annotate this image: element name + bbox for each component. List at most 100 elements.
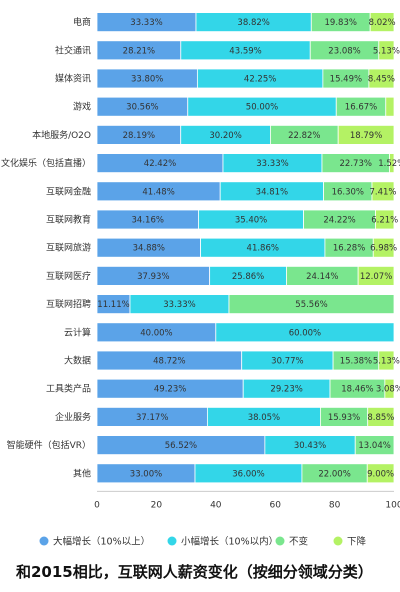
category-label: 工具类产品 xyxy=(46,383,91,395)
bar-segment xyxy=(215,322,395,343)
bar-segment xyxy=(372,237,395,258)
legend-marker xyxy=(167,536,177,546)
category-label: 游戏 xyxy=(73,101,91,113)
chart-title: 和2015相比，互联网人薪资变化（按细分领域分类） xyxy=(16,563,373,581)
legend-marker xyxy=(333,536,343,546)
bar-segment xyxy=(378,40,395,61)
category-label: 媒体资讯 xyxy=(55,73,91,85)
legend-label: 大幅增长（10%以上） xyxy=(53,536,150,548)
x-tick-label: 0 xyxy=(94,500,100,510)
data-label: 3.08% xyxy=(376,385,400,395)
data-label: 15.49% xyxy=(330,75,362,85)
data-label: 1.52% xyxy=(378,159,400,169)
data-label: 8.02% xyxy=(369,18,396,28)
data-label: 23.08% xyxy=(328,46,360,56)
x-tick-label: 20 xyxy=(151,500,163,510)
category-label: 本地服务/O2O xyxy=(32,129,91,141)
data-label: 11.11% xyxy=(97,300,129,310)
legend-label: 下降 xyxy=(347,536,367,548)
bar-segment xyxy=(369,12,395,33)
bar-segment xyxy=(385,96,395,117)
data-label: 5.13% xyxy=(373,357,400,367)
data-label: 15.38% xyxy=(340,357,372,367)
data-label: 60.00% xyxy=(289,328,321,338)
category-label: 互联网金融 xyxy=(46,185,91,197)
data-label: 30.77% xyxy=(271,357,303,367)
bar-segment xyxy=(337,125,395,145)
data-label: 49.23% xyxy=(154,385,186,395)
category-label: 互联网招聘 xyxy=(46,298,91,310)
category-label: 电商 xyxy=(73,16,91,28)
data-label: 43.59% xyxy=(229,46,261,56)
data-label: 12.07% xyxy=(360,272,392,282)
data-label: 24.14% xyxy=(306,272,338,282)
data-label: 16.67% xyxy=(345,103,377,113)
data-label: 34.81% xyxy=(256,187,288,197)
data-label: 15.93% xyxy=(328,413,360,423)
category-label: 大数据 xyxy=(64,355,91,367)
bar-segment xyxy=(354,435,395,456)
bar-segment xyxy=(366,463,395,484)
x-tick-label: 80 xyxy=(329,500,341,510)
category-label: 社交通讯 xyxy=(55,44,91,56)
category-label: 其他 xyxy=(73,467,91,479)
category-label: 智能硬件（包括VR） xyxy=(7,439,91,451)
data-label: 42.25% xyxy=(244,75,276,85)
category-label: 企业服务 xyxy=(55,411,91,423)
data-label: 41.48% xyxy=(142,187,174,197)
data-label: 25.86% xyxy=(232,272,264,282)
data-label: 48.72% xyxy=(153,357,185,367)
legend-label: 小幅增长（10%以内） xyxy=(181,536,278,548)
data-label: 9.00% xyxy=(367,469,394,479)
category-label: 互联网医疗 xyxy=(46,270,91,282)
bar-segment xyxy=(368,68,395,89)
data-label: 22.82% xyxy=(288,131,320,141)
data-label: 33.00% xyxy=(130,469,162,479)
category-label: 云计算 xyxy=(64,326,91,338)
data-label: 24.22% xyxy=(323,216,355,226)
data-label: 55.56% xyxy=(295,300,327,310)
data-label: 38.05% xyxy=(248,413,280,423)
data-label: 16.28% xyxy=(333,244,365,254)
data-label: 16.30% xyxy=(332,187,364,197)
data-label: 29.23% xyxy=(270,385,302,395)
bar-segment xyxy=(371,181,395,202)
data-label: 18.46% xyxy=(341,385,373,395)
x-tick-label: 40 xyxy=(210,500,222,510)
data-label: 13.04% xyxy=(358,441,390,451)
data-label: 37.93% xyxy=(137,272,169,282)
data-label: 40.00% xyxy=(140,328,172,338)
data-label: 36.00% xyxy=(232,469,264,479)
data-label: 33.80% xyxy=(131,75,163,85)
legend-marker xyxy=(39,536,49,546)
data-label: 8.45% xyxy=(368,75,395,85)
bar-segment xyxy=(375,209,395,230)
data-label: 22.73% xyxy=(340,159,372,169)
category-label: 互联网旅游 xyxy=(46,242,91,254)
data-label: 5.13% xyxy=(373,46,400,56)
data-label: 19.83% xyxy=(325,18,357,28)
x-tick-label: 60 xyxy=(269,500,281,510)
data-label: 37.17% xyxy=(136,413,168,423)
data-label: 30.56% xyxy=(126,103,158,113)
data-label: 7.41% xyxy=(369,187,396,197)
data-label: 56.52% xyxy=(165,441,197,451)
legend-marker xyxy=(275,536,285,546)
data-label: 30.20% xyxy=(209,131,241,141)
data-label: 50.00% xyxy=(246,103,278,113)
data-label: 33.33% xyxy=(256,159,288,169)
legend-label: 不变 xyxy=(289,536,309,548)
data-label: 18.79% xyxy=(350,131,382,141)
data-label: 33.33% xyxy=(163,300,195,310)
data-label: 8.85% xyxy=(367,413,394,423)
bar-segment xyxy=(228,294,395,315)
bar-segment xyxy=(384,378,395,399)
data-label: 38.82% xyxy=(237,18,269,28)
data-label: 34.16% xyxy=(132,216,164,226)
data-label: 30.43% xyxy=(294,441,326,451)
data-label: 28.21% xyxy=(123,46,155,56)
bar-segment xyxy=(378,350,395,371)
data-label: 22.00% xyxy=(318,469,350,479)
